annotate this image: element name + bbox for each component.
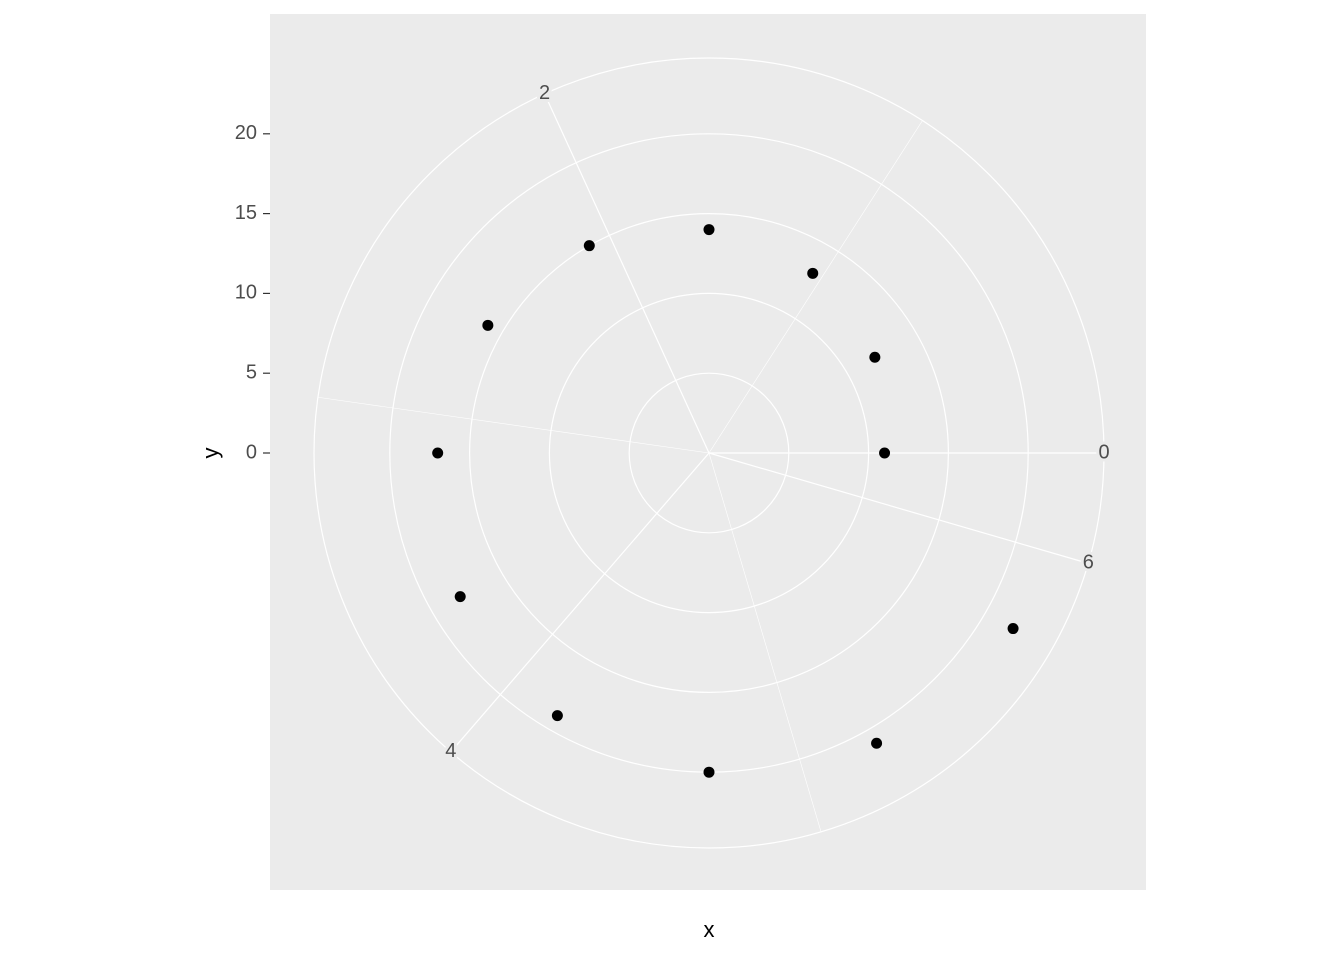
point	[703, 224, 715, 236]
point	[871, 737, 883, 749]
x-tick-label: 6	[1083, 552, 1094, 574]
grid-line	[544, 93, 710, 454]
point	[454, 591, 466, 603]
x-tick-label: 2	[539, 82, 550, 104]
y-tick-label: 15	[235, 202, 257, 224]
grid-line	[708, 452, 1089, 564]
x-tick-label: 0	[1098, 441, 1109, 463]
grid-line	[450, 452, 710, 753]
y-tick-label: 20	[235, 122, 257, 144]
point	[807, 267, 819, 279]
y-tick-label: 10	[235, 282, 257, 304]
point	[703, 766, 715, 778]
x-axis-title: x	[704, 917, 715, 942]
x-tick-label: 4	[445, 740, 456, 762]
minor-grid-line	[317, 396, 710, 454]
point	[551, 710, 563, 722]
point	[583, 240, 595, 252]
minor-grid-line	[708, 452, 822, 832]
point	[879, 447, 891, 459]
point	[1007, 623, 1019, 635]
point	[482, 319, 494, 331]
minor-grid-line	[708, 120, 923, 454]
point	[432, 447, 444, 459]
y-tick-label: 5	[246, 361, 257, 383]
y-axis-title: y	[198, 448, 223, 459]
y-tick-label: 0	[246, 441, 257, 463]
point	[869, 351, 881, 363]
